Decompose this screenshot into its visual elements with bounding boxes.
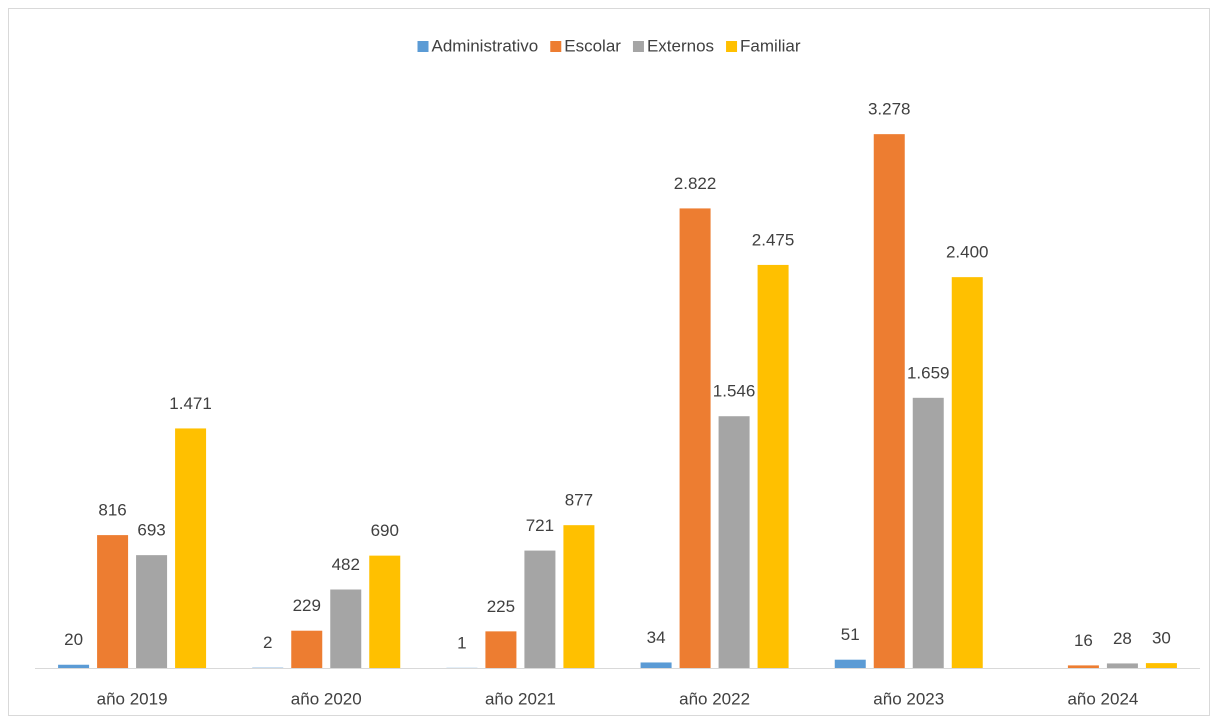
data-label: 693 [137,521,165,540]
legend-label: Familiar [740,36,801,55]
bar [136,555,168,668]
legend-label: Escolar [564,36,621,55]
data-label: 877 [565,491,593,510]
data-label: 229 [293,596,321,615]
x-tick-label: año 2024 [1067,689,1138,708]
bar [58,664,90,668]
legend-swatch [726,41,738,52]
data-label: 16 [1074,631,1093,650]
x-tick-label: año 2020 [291,689,362,708]
bar [1106,663,1138,668]
data-label: 1.659 [907,363,950,382]
legend-swatch [417,41,429,52]
bar [1145,663,1177,668]
chart-border [8,8,1210,716]
x-tick-label: año 2022 [679,689,750,708]
data-label: 2.822 [674,174,717,193]
legend-swatch [632,41,644,52]
bar [485,631,517,668]
bar [873,134,905,668]
data-label: 1 [457,633,466,652]
bar [718,416,750,668]
bar [757,264,789,668]
bar [291,630,323,668]
x-tick-label: año 2023 [873,689,944,708]
bar [912,397,944,668]
data-label: 225 [487,597,515,616]
legend-label: Administrativo [432,36,539,55]
bar [97,535,129,668]
data-label: 1.546 [713,382,756,401]
bar [524,550,556,668]
bar [563,525,595,668]
bar [175,428,207,668]
data-label: 51 [841,625,860,644]
data-label: 2.400 [946,243,989,262]
bar [679,208,711,668]
data-label: 28 [1113,629,1132,648]
legend-swatch [550,41,562,52]
bar [951,277,983,668]
bar [1067,665,1099,668]
legend-label: Externos [647,36,714,55]
data-label: 482 [332,555,360,574]
x-tick-label: año 2021 [485,689,556,708]
data-label: 1.471 [169,394,212,413]
bar [369,555,401,668]
data-label: 30 [1152,629,1171,648]
x-tick-label: año 2019 [97,689,168,708]
bar [330,589,362,668]
bar [834,659,866,668]
data-label: 20 [64,630,83,649]
bar [640,662,672,668]
data-label: 816 [98,501,126,520]
data-label: 3.278 [868,100,911,119]
data-label: 34 [647,628,666,647]
data-label: 721 [526,516,554,535]
data-label: 2 [263,633,272,652]
data-label: 2.475 [752,230,795,249]
data-label: 690 [371,521,399,540]
